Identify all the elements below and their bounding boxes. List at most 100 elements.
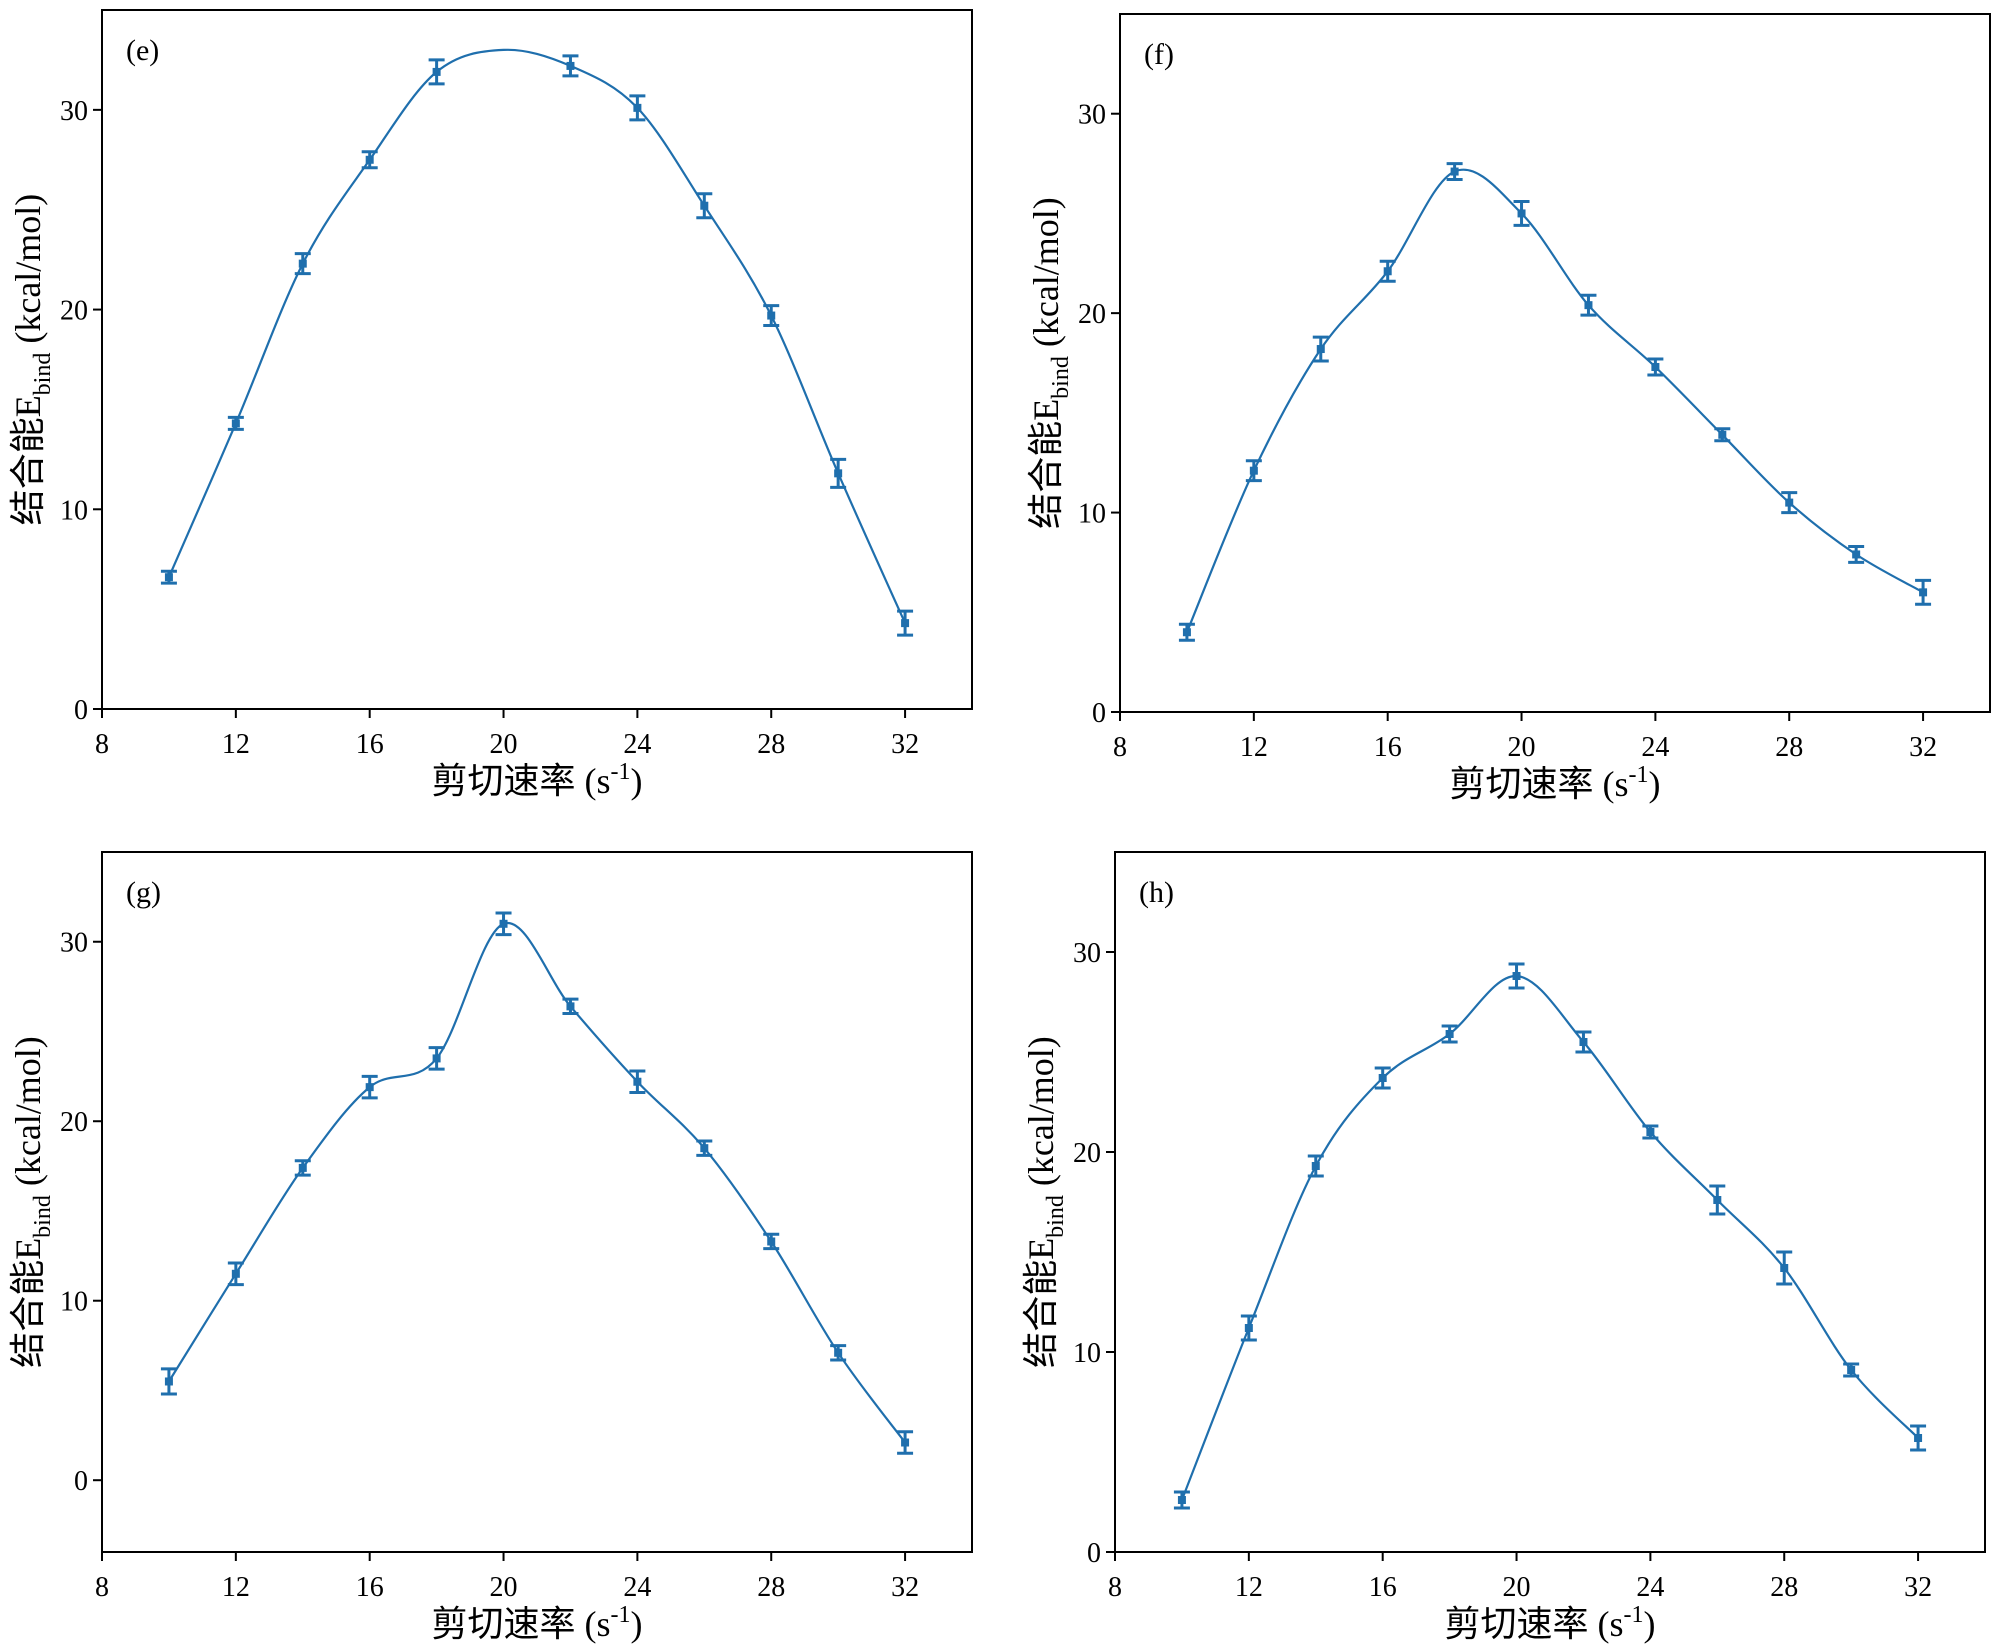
y-tick-label: 10 (60, 1287, 88, 1318)
data-point (365, 1083, 374, 1092)
data-point (1919, 588, 1928, 597)
data-point (1177, 1496, 1186, 1504)
data-point (1311, 1162, 1320, 1170)
data-point (1914, 1434, 1923, 1442)
panel-label: (g) (126, 876, 161, 909)
x-axis-title: 剪切速率 (s-1) (432, 1602, 643, 1644)
data-point (1378, 1074, 1387, 1082)
data-point (633, 103, 642, 112)
x-tick-label: 12 (1235, 1572, 1263, 1603)
x-tick-label: 8 (1108, 1572, 1122, 1603)
y-tick-label: 30 (60, 928, 88, 959)
x-tick-label: 24 (1641, 732, 1669, 763)
series-line (1180, 974, 1919, 1501)
data-point (1316, 345, 1325, 354)
x-tick-label: 24 (623, 729, 651, 760)
series-line (1185, 168, 1924, 633)
y-tick-label: 10 (60, 495, 88, 526)
panel-label: (f) (1144, 38, 1174, 71)
y-tick-label: 30 (60, 96, 88, 127)
series-line (167, 48, 907, 624)
y-tick-label: 20 (60, 1107, 88, 1138)
data-point (231, 1269, 240, 1278)
x-tick-label: 24 (623, 1572, 651, 1603)
x-tick-label: 20 (1503, 1572, 1531, 1603)
data-point (164, 573, 173, 582)
x-tick-label: 28 (757, 1572, 785, 1603)
y-tick-label: 30 (1078, 100, 1106, 131)
data-point (1450, 167, 1459, 176)
y-tick-label: 0 (1092, 698, 1106, 729)
x-tick-label: 32 (891, 729, 919, 760)
x-tick-label: 16 (1374, 732, 1402, 763)
x-tick-label: 24 (1636, 1572, 1664, 1603)
chart-panel-g: 8 12 16 20 24 28 32 0 10 20 30 (g) 剪切速率 (s-1) 结合能Ebin… (8, 851, 973, 1644)
data-point (164, 1377, 173, 1386)
series-line (167, 922, 906, 1444)
x-tick-label: 32 (1909, 732, 1937, 763)
y-tick-label: 10 (1073, 1338, 1101, 1369)
data-point (298, 259, 307, 268)
x-tick-label: 8 (95, 729, 109, 760)
data-point (231, 419, 240, 428)
x-tick-label: 12 (1240, 732, 1268, 763)
x-tick-label: 20 (1508, 732, 1536, 763)
x-axis-title: 剪切速率 (s-1) (1445, 1602, 1656, 1644)
data-point (1512, 972, 1521, 980)
x-tick-label: 16 (1369, 1572, 1397, 1603)
y-axis-title: 结合能Ebind (kcal/mol) (1026, 197, 1074, 529)
data-point (633, 1077, 642, 1086)
data-point (834, 469, 843, 478)
x-tick-label: 20 (490, 1572, 518, 1603)
x-tick-label: 16 (356, 729, 384, 760)
y-axis-title: 结合能Ebind (kcal/mol) (1021, 1036, 1069, 1368)
data-point (1249, 466, 1258, 475)
x-tick-label: 20 (490, 729, 518, 760)
plot-frame (1114, 851, 1986, 1553)
y-tick-label: 20 (1078, 299, 1106, 330)
data-point (1584, 301, 1593, 310)
data-point (1785, 498, 1794, 507)
x-tick-label: 12 (222, 1572, 250, 1603)
data-point (432, 1054, 441, 1063)
data-point (1182, 628, 1191, 637)
y-tick-label: 0 (74, 1466, 88, 1497)
x-tick-label: 12 (222, 729, 250, 760)
data-point (499, 919, 508, 928)
data-point (432, 67, 441, 76)
x-tick-label: 28 (1775, 732, 1803, 763)
x-tick-label: 32 (891, 1572, 919, 1603)
data-point (1651, 362, 1660, 371)
data-point (1646, 1128, 1655, 1136)
y-tick-label: 20 (60, 296, 88, 327)
panel-label: (e) (126, 34, 159, 67)
data-point (700, 1144, 709, 1153)
x-axis-title: 剪切速率 (s-1) (432, 759, 643, 801)
x-tick-label: 28 (1770, 1572, 1798, 1603)
y-tick-label: 10 (1078, 499, 1106, 530)
x-tick-label: 8 (95, 1572, 109, 1603)
data-point (700, 201, 709, 210)
data-point (1780, 1264, 1789, 1272)
x-tick-label: 28 (757, 729, 785, 760)
x-tick-label: 16 (356, 1572, 384, 1603)
data-point (901, 619, 910, 628)
data-point (1244, 1324, 1253, 1332)
data-point (1713, 1196, 1722, 1204)
y-tick-label: 0 (74, 695, 88, 726)
data-point (566, 1002, 575, 1011)
plot-frame (101, 851, 973, 1553)
data-point (1718, 430, 1727, 439)
plot-frame (1119, 13, 1991, 713)
y-axis-title: 结合能Ebind (kcal/mol) (8, 1036, 56, 1368)
data-point (1852, 550, 1861, 559)
data-point (1517, 209, 1526, 218)
data-point (1445, 1030, 1454, 1038)
data-point (566, 61, 575, 70)
panel-label: (h) (1139, 876, 1174, 909)
data-point (1579, 1038, 1588, 1046)
data-point (298, 1163, 307, 1172)
plot-frame (101, 9, 973, 710)
x-tick-label: 32 (1904, 1572, 1932, 1603)
